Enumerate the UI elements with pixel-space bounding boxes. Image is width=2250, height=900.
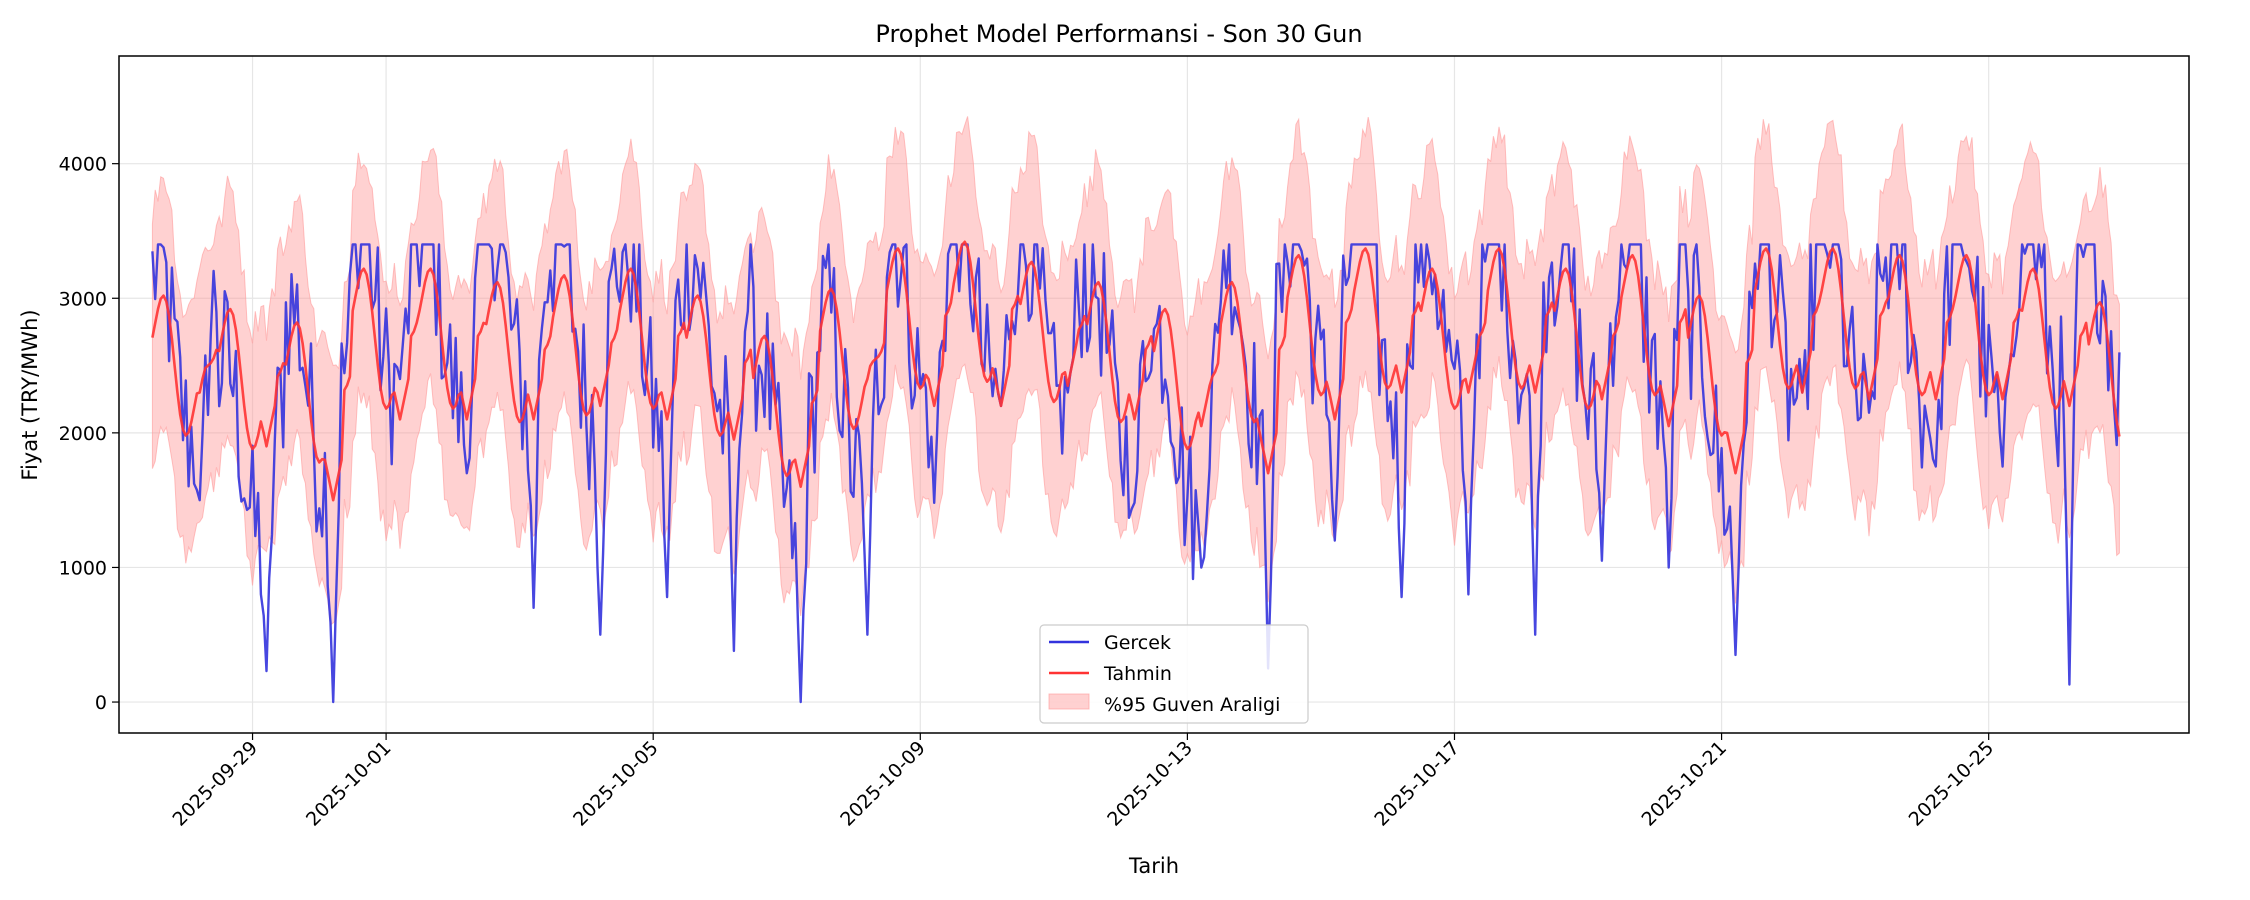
legend: Gercek Tahmin %95 Guven Araligi	[1039, 624, 1309, 724]
y-tick-label: 0	[95, 692, 107, 714]
legend-label-band: %95 Guven Araligi	[1104, 694, 1280, 716]
x-axis-label: Tarih	[1128, 854, 1179, 878]
y-tick-label: 2000	[59, 423, 107, 445]
series-layer	[151, 240, 2121, 704]
y-tick-label: 4000	[59, 154, 107, 176]
series-line-gercek	[151, 243, 2121, 704]
y-tick-label: 3000	[59, 288, 107, 310]
y-tick-label: 1000	[59, 557, 107, 579]
legend-label-gercek: Gercek	[1104, 632, 1171, 654]
plot-frame	[118, 55, 2190, 734]
y-axis-label: Fiyat (TRY/MWh)	[18, 309, 42, 480]
chart-title: Prophet Model Performansi - Son 30 Gun	[875, 20, 1362, 48]
series-line-tahmin	[151, 240, 2121, 502]
legend-swatch-band	[1048, 693, 1090, 710]
legend-box	[1039, 624, 1309, 724]
y-axis-ticks: 0 1000 2000 3000 4000	[59, 154, 119, 714]
legend-label-tahmin: Tahmin	[1103, 663, 1172, 685]
